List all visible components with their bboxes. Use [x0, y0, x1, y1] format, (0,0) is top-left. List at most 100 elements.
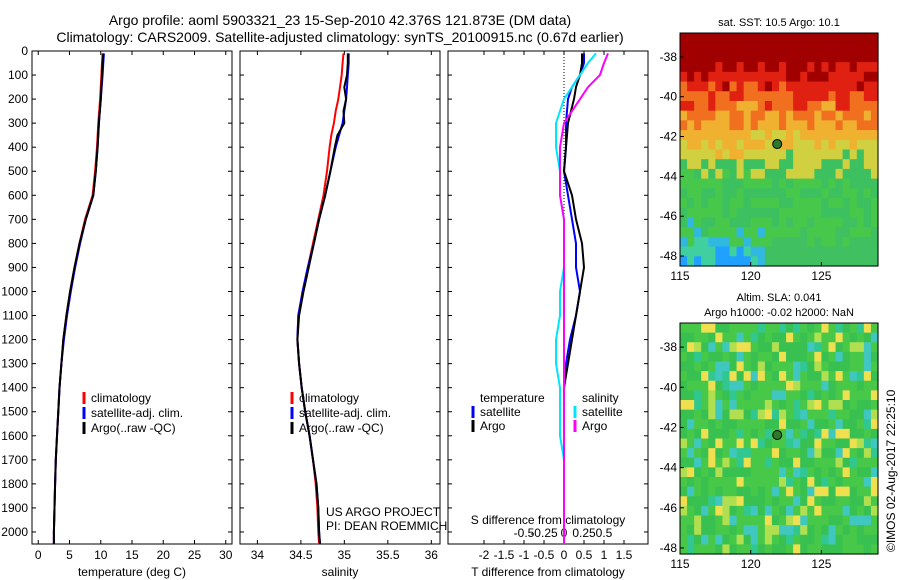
sla-map-cell: [715, 400, 724, 411]
sla-map-cell: [729, 371, 738, 382]
sst-map-cell: [793, 168, 801, 180]
sst-map-cell: [708, 91, 716, 102]
sst-map-cell: [793, 71, 801, 83]
sst-map-cell: [708, 159, 716, 170]
depth-tick-label: 1500: [1, 405, 28, 419]
sla-map-cell: [708, 380, 716, 391]
sla-map-cell: [743, 496, 752, 507]
salinity-diff-tick-label: 0.5: [596, 526, 613, 540]
sst-map-cell: [736, 178, 745, 189]
sst-map-cell: [849, 159, 858, 170]
sla-map-cell: [849, 534, 858, 545]
sla-map-cell: [856, 486, 865, 497]
sla-map-cell: [750, 496, 759, 507]
sla-map-cell: [870, 467, 879, 478]
sla-map-cell: [856, 390, 865, 401]
sst-map-cell: [680, 168, 688, 180]
sla-map-cell: [821, 332, 830, 343]
sla-map-cell: [842, 351, 851, 363]
sla-map-cell: [807, 419, 815, 430]
sst-map-cell: [856, 71, 865, 83]
sst-map-cell: [828, 71, 837, 83]
sla-map-cell: [771, 409, 780, 420]
sla-map-cell: [771, 390, 780, 401]
sla-map-cell: [680, 467, 688, 478]
sst-map-cell: [849, 207, 858, 219]
sla-map-cell: [708, 351, 716, 363]
sst-map-cell: [701, 130, 709, 141]
sla-map-cell: [694, 496, 702, 507]
sla-map-cell: [863, 486, 872, 497]
sst-map-cell: [708, 100, 716, 112]
sla-map-cell: [729, 544, 738, 555]
sst-map-cell: [786, 168, 794, 180]
sst-map-cell: [800, 198, 808, 209]
sst-map-cell: [708, 52, 716, 63]
sla-map-cell: [849, 428, 858, 440]
sla-map-cell: [779, 361, 787, 372]
sst-map-cell: [786, 130, 794, 141]
sst-map-cell: [729, 168, 738, 180]
sla-map-cell: [736, 438, 745, 449]
sla-map-cell: [764, 361, 773, 372]
sla-map-cell: [779, 505, 787, 517]
sla-map-cell: [849, 448, 858, 459]
sst-map-cell: [800, 110, 808, 121]
sla-map-cell: [750, 409, 759, 420]
sst-map-cell: [870, 100, 879, 112]
sst-map-cell: [786, 62, 794, 73]
sst-map-cell: [779, 100, 787, 112]
sla-map-cell: [680, 409, 688, 420]
sst-map-cell: [842, 188, 851, 199]
sst-map-cell: [828, 159, 837, 170]
sla-map-cell: [771, 371, 780, 382]
sla-map-cell: [814, 419, 823, 430]
sal-argo-line: [559, 53, 609, 544]
sst-map-cell: [870, 149, 879, 160]
sst-map-cell: [842, 168, 851, 180]
sla-map-cell: [694, 409, 702, 420]
sla-map-cell: [856, 332, 865, 343]
sla-map-cell: [750, 486, 759, 497]
sst-map-cell: [786, 207, 794, 219]
sla-map-cell: [729, 448, 738, 459]
sla-map-cell: [849, 332, 858, 343]
sla-map-cell: [814, 409, 823, 420]
sla-map-cell: [771, 438, 780, 449]
sst-map-cell: [870, 110, 879, 121]
sla-map-cell: [694, 428, 702, 440]
sst-map-cell: [828, 81, 837, 92]
sst-map-cell: [750, 81, 759, 92]
sla-map-cell: [736, 332, 745, 343]
sst-map-cell: [870, 62, 879, 73]
sst-map-cell: [687, 178, 695, 189]
sst-map-cell: [680, 100, 688, 112]
sst-map-cell: [694, 120, 702, 131]
sla-map-cell: [842, 505, 851, 517]
sst-map-cell: [814, 217, 823, 228]
sst-map-cell: [694, 188, 702, 199]
sst-map-cell: [849, 42, 858, 54]
sla-map-cell: [779, 428, 787, 440]
sla-map-cell: [680, 371, 688, 382]
sst-map-cell: [849, 236, 858, 248]
sst-map-cell: [849, 149, 858, 160]
sst-map-cell: [757, 100, 766, 112]
legend-temp-argo-label: Argo: [480, 419, 506, 433]
sla-map-ytick-label: -48: [660, 541, 678, 555]
sla-map-cell: [715, 351, 724, 363]
sst-map-cell: [743, 120, 752, 131]
sla-map-cell: [764, 477, 773, 488]
sst-map-cell: [835, 33, 844, 44]
sst-map-cell: [750, 159, 759, 170]
sst-map-cell: [863, 91, 872, 102]
sst-map-cell: [701, 188, 709, 199]
sst-map-cell: [842, 217, 851, 228]
sla-map-cell: [757, 438, 766, 449]
sla-map-cell: [786, 448, 794, 459]
sla-map-cell: [736, 505, 745, 517]
sst-map-cell: [807, 139, 815, 151]
sst-map-cell: [842, 236, 851, 248]
sst-map-cell: [870, 178, 879, 189]
sst-map-cell: [715, 236, 724, 248]
